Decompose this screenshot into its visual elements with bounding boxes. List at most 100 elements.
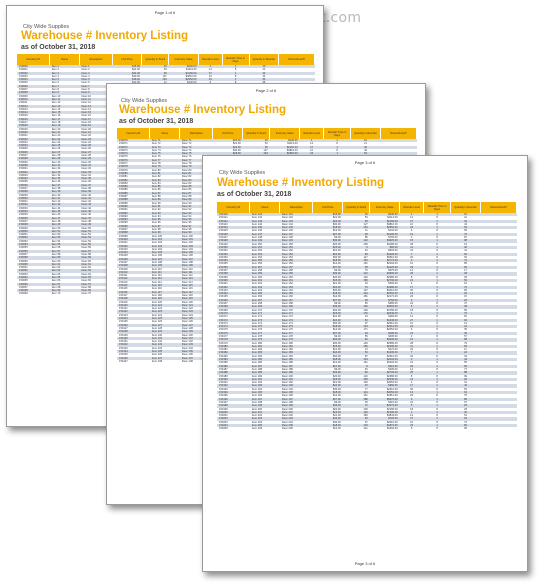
table-cell: Desc 25 xyxy=(79,144,113,148)
table-cell: $2640.00 xyxy=(369,311,400,316)
table-cell: Item 155 xyxy=(249,259,280,263)
table-cell: Item 185 xyxy=(249,358,280,362)
table-cell: Item 142 xyxy=(249,216,280,220)
table-cell: Desc 36 xyxy=(79,180,113,184)
table-cell: Desc 48 xyxy=(79,219,113,224)
table-row: 150140 Item 141 Desc 141 $15.00 16 $240.00 1 1 1… xyxy=(217,213,517,217)
table-cell: 40 xyxy=(342,384,370,388)
table-cell: 18 xyxy=(399,308,424,312)
table-cell: Item 63 xyxy=(49,269,80,273)
table-cell: 32 xyxy=(350,145,381,149)
table-row: 150147 Item 148 Desc 148 $9.00 85 $765.00 2 8 87 xyxy=(217,236,517,240)
table-cell: 66 xyxy=(450,364,481,368)
table-cell: Item 118 xyxy=(149,293,180,298)
table-cell: Desc 118 xyxy=(179,293,213,298)
table-cell: 150132 xyxy=(117,343,150,347)
table-cell: 127 xyxy=(242,148,270,153)
table-cell: 28 xyxy=(399,242,424,246)
table-cell: 150046 xyxy=(17,216,50,220)
table-cell: 150176 xyxy=(217,331,250,335)
table-cell: 92 xyxy=(450,318,481,322)
table-cell: 150026 xyxy=(17,150,50,155)
table-cell: Desc 37 xyxy=(79,183,113,187)
column-header: Inventory Value xyxy=(168,54,199,65)
table-cell: 151 xyxy=(342,394,370,398)
table-cell: Desc 112 xyxy=(179,274,213,278)
table-cell: 150087 xyxy=(117,195,150,199)
table-cell: 54 xyxy=(249,78,279,82)
table-cell: 1 xyxy=(423,245,451,250)
table-cell: Item 56 xyxy=(49,246,80,250)
table-cell: Item 107 xyxy=(149,257,180,261)
table-cell: 150151 xyxy=(217,249,250,253)
table-cell: Item 27 xyxy=(49,150,80,155)
table-row: 150202 Item 203 Desc 203 $24.00 30 $720.00 27 1… xyxy=(217,417,517,421)
table-cell: 150040 xyxy=(17,196,50,201)
table-cell: 150153 xyxy=(217,255,250,260)
table-cell: 150031 xyxy=(17,167,50,171)
table-cell: Desc 178 xyxy=(279,334,313,339)
table-cell: 150157 xyxy=(217,269,250,273)
table-cell: 8 xyxy=(423,341,451,345)
table-cell: 150045 xyxy=(17,213,50,217)
table-cell: 8 xyxy=(423,427,451,431)
table-cell: Item 16 xyxy=(49,114,80,118)
table-cell: 150088 xyxy=(117,198,150,202)
table-cell: Desc 60 xyxy=(79,259,113,263)
table-row: 150191 Item 192 Desc 192 $21.00 193 $4053.00 4… xyxy=(217,381,517,385)
table-cell: 150169 xyxy=(217,308,250,312)
table-cell: $2180.00 xyxy=(369,407,400,411)
table-cell: $1296.00 xyxy=(369,232,400,237)
table-cell: 18 xyxy=(399,407,424,411)
table-cell: 150113 xyxy=(117,280,150,285)
table-cell xyxy=(480,321,517,326)
table-cell xyxy=(480,265,517,270)
table-cell: $1920.00 xyxy=(369,252,400,256)
table-cell: 150024 xyxy=(17,144,50,148)
table-cell: 150013 xyxy=(17,107,50,112)
table-cell: Item 144 xyxy=(249,222,280,227)
table-cell: 150143 xyxy=(217,222,250,227)
table-row: 150178 Item 179 Desc 179 $33.00 92 $3036.00 15… xyxy=(217,338,517,342)
table-cell: 150005 xyxy=(17,81,50,85)
table-cell: Desc 100 xyxy=(179,234,213,238)
table-cell: 8 xyxy=(399,275,424,279)
table-cell: 8 xyxy=(423,236,451,240)
table-cell: Desc 132 xyxy=(179,340,213,344)
table-cell: 150069 xyxy=(17,292,50,296)
table-cell: 30 xyxy=(342,417,370,421)
table-cell: Item 6 xyxy=(49,81,80,85)
table-cell: 16 xyxy=(141,65,169,69)
table-cell: 150142 xyxy=(217,219,250,223)
table-cell: Desc 205 xyxy=(279,424,313,428)
table-cell xyxy=(480,358,517,362)
table-cell: $21.00 xyxy=(112,68,142,72)
table-cell: $3510.00 xyxy=(369,255,400,260)
table-cell: Item 76 xyxy=(149,155,180,159)
table-cell: Item 72 xyxy=(149,142,180,146)
table-cell: Desc 106 xyxy=(179,254,213,258)
table-cell: 150188 xyxy=(217,371,250,375)
table-cell: Desc 151 xyxy=(279,245,313,250)
table-cell: Desc 105 xyxy=(179,251,213,255)
table-cell: 8 xyxy=(423,334,451,339)
column-header: Quantity in Reorder xyxy=(249,54,280,65)
column-header: Inventory ID xyxy=(117,128,151,139)
column-header: Name xyxy=(149,128,181,139)
table-cell: 150200 xyxy=(217,410,250,415)
table-row: 150070 Item 71 Desc 71 $15.00 16 $240.00 1 1 10 xyxy=(117,139,417,143)
table-cell xyxy=(480,391,517,395)
table-cell: 1 xyxy=(423,252,451,256)
table-cell: $21.00 xyxy=(312,216,343,220)
table-cell: 150025 xyxy=(17,147,50,151)
table-cell: 150053 xyxy=(17,239,50,244)
table-cell: Item 123 xyxy=(149,310,180,314)
table-cell: 150050 xyxy=(17,229,50,234)
table-cell: $27.00 xyxy=(312,298,343,303)
table-cell: Desc 9 xyxy=(79,91,113,95)
table-cell: 1 xyxy=(423,232,451,237)
table-cell: Item 34 xyxy=(49,173,80,178)
table-row: 150188 Item 189 Desc 189 $33.00 82 $2706.00 25… xyxy=(217,371,517,375)
table-cell: 32 xyxy=(450,219,481,223)
table-cell: Desc 35 xyxy=(79,177,113,181)
